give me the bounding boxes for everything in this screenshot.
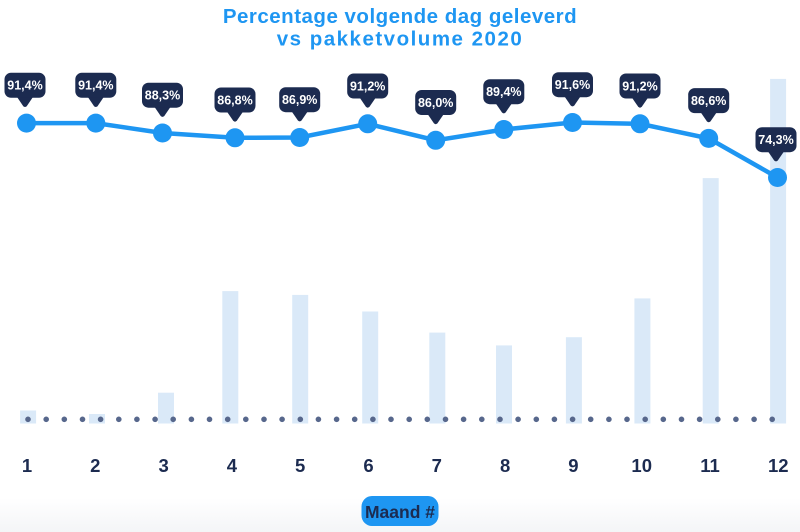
- svg-text:4: 4: [227, 455, 238, 476]
- svg-text:10: 10: [631, 455, 652, 476]
- svg-text:7: 7: [432, 455, 442, 476]
- svg-text:1: 1: [22, 455, 32, 476]
- svg-text:88,3%: 88,3%: [145, 89, 180, 103]
- svg-text:91,4%: 91,4%: [7, 79, 42, 93]
- svg-text:9: 9: [568, 455, 578, 476]
- svg-text:89,4%: 89,4%: [486, 85, 521, 99]
- svg-text:Maand #: Maand #: [365, 502, 435, 522]
- svg-text:91,4%: 91,4%: [78, 79, 113, 93]
- svg-text:91,2%: 91,2%: [622, 79, 657, 93]
- svg-text:12: 12: [768, 455, 789, 476]
- svg-text:86,6%: 86,6%: [691, 94, 726, 108]
- svg-text:vs pakketvolume 2020: vs pakketvolume 2020: [277, 28, 524, 51]
- svg-text:2: 2: [90, 455, 100, 476]
- svg-text:91,6%: 91,6%: [555, 78, 590, 92]
- svg-text:86,9%: 86,9%: [282, 93, 317, 107]
- svg-text:11: 11: [700, 455, 720, 476]
- svg-text:86,8%: 86,8%: [217, 93, 252, 107]
- svg-text:86,0%: 86,0%: [418, 96, 453, 110]
- svg-text:3: 3: [158, 455, 168, 476]
- svg-text:Percentage volgende dag geleve: Percentage volgende dag geleverd: [223, 5, 577, 28]
- svg-text:5: 5: [295, 455, 305, 476]
- svg-text:91,2%: 91,2%: [350, 79, 385, 93]
- svg-text:6: 6: [363, 455, 373, 476]
- svg-text:74,3%: 74,3%: [758, 133, 793, 147]
- svg-text:8: 8: [500, 455, 510, 476]
